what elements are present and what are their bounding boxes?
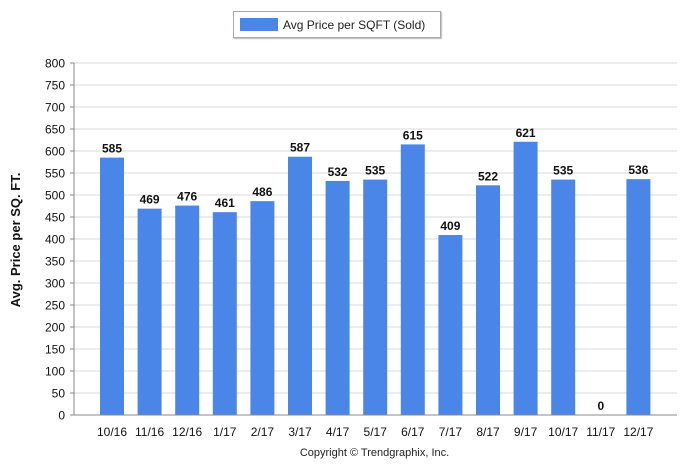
y-tick-label: 700 [45,101,65,115]
axes [73,63,677,416]
data-label: 532 [328,165,348,179]
data-label: 0 [597,399,604,413]
bar [626,179,651,415]
bars [100,141,651,415]
y-tick-label: 150 [45,343,65,357]
x-tick-label: 8/17 [476,425,500,439]
bar [551,179,576,415]
bar [513,141,538,415]
x-tick-label: 12/17 [623,425,653,439]
x-tick-label: 12/16 [172,425,202,439]
bar [250,201,275,415]
x-tick-label: 9/17 [514,425,538,439]
data-label: 476 [177,190,197,204]
x-tick-label: 4/17 [326,425,350,439]
x-tick-label: 11/17 [586,425,615,439]
data-label: 461 [215,196,235,210]
x-tick-label: 1/17 [213,425,237,439]
x-tick-label: 10/16 [97,425,127,439]
bar [325,180,350,415]
bar [137,208,162,415]
bar [476,185,500,415]
y-axis-label: Avg. Price per SQ. FT. [8,173,23,308]
y-tick-label: 200 [45,321,65,335]
y-tick-label: 750 [45,79,65,93]
data-label: 535 [553,164,573,178]
x-axis-tick-labels: 10/16 11/16 12/16 1/17 2/17 3/17 4/17 5/17 6/17 7… [97,425,654,439]
legend-label: Avg Price per SQFT (Sold) [283,17,426,32]
y-tick-label: 100 [45,365,65,379]
x-tick-label: 6/17 [401,425,425,439]
bar [438,235,463,415]
x-tick-label: 11/16 [135,425,164,439]
data-label: 587 [290,141,310,155]
y-tick-label: 600 [45,145,65,159]
bar [400,144,425,415]
y-axis-ticks: 0 50 100 150 200 250 300 350 400 450 500 550 600 650 7… [45,57,74,423]
data-label: 522 [478,169,498,183]
y-tick-label: 500 [45,189,65,203]
x-tick-label: 10/17 [548,425,578,439]
data-label: 615 [403,128,423,142]
data-label: 409 [440,219,460,233]
data-label: 469 [140,193,160,207]
value-labels: 585 469 476 461 486 587 532 535 615 409 522 621 535 0… [102,126,649,413]
y-tick-label: 550 [45,167,65,181]
bar [363,179,388,415]
bar [288,156,312,415]
y-tick-label: 800 [45,57,65,71]
y-tick-label: 350 [45,255,65,269]
copyright-text: Copyright © Trendgraphix, Inc. [299,447,450,459]
x-tick-label: 2/17 [251,425,275,439]
data-label: 486 [252,185,272,199]
y-tick-label: 650 [45,123,65,137]
y-tick-label: 300 [45,277,65,291]
data-label: 536 [628,163,648,177]
data-label: 585 [102,142,122,156]
x-tick-label: 7/17 [439,425,463,439]
x-tick-label: 3/17 [288,425,312,439]
y-tick-label: 400 [45,233,65,247]
data-label: 535 [365,164,385,178]
y-tick-label: 50 [52,387,66,401]
bar [100,157,124,415]
data-label: 621 [516,126,536,140]
x-tick-label: 5/17 [364,425,388,439]
y-tick-label: 450 [45,211,65,225]
y-tick-label: 0 [58,409,65,423]
legend: Avg Price per SQFT (Sold) [233,11,441,38]
bar [212,212,237,415]
y-tick-label: 250 [45,299,65,313]
bar [175,205,200,415]
legend-swatch [240,18,278,31]
